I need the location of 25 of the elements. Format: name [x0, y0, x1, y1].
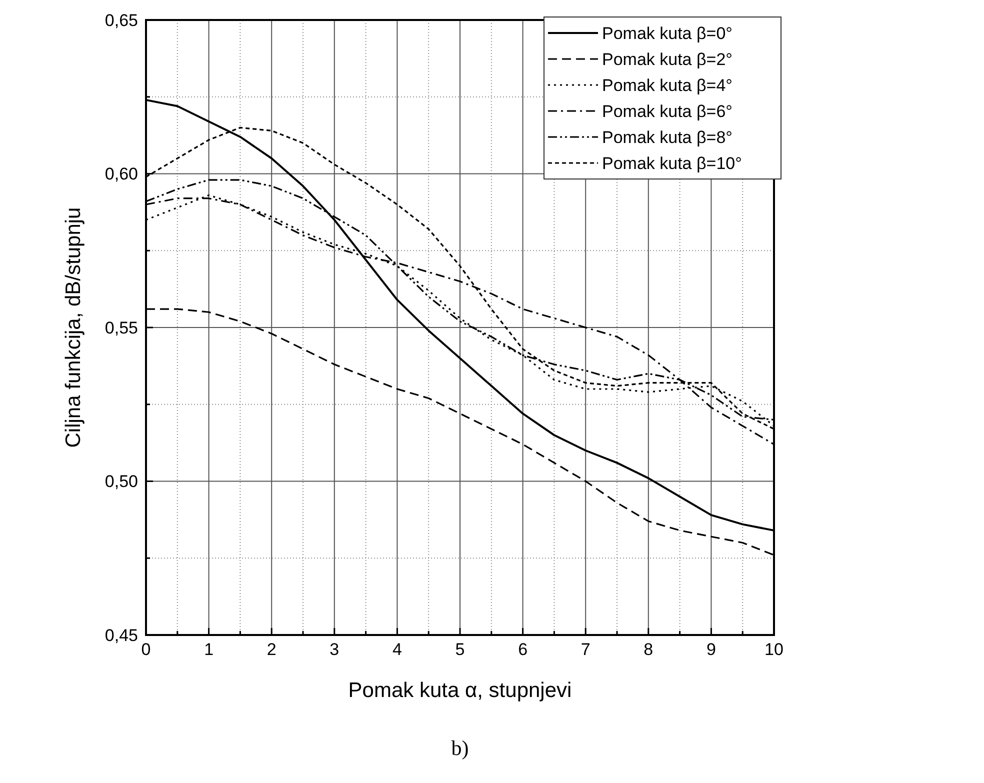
x-tick-label: 3 — [330, 640, 340, 659]
x-tick-label: 9 — [706, 640, 716, 659]
x-tick-label: 0 — [141, 640, 151, 659]
x-tick-label: 2 — [266, 640, 276, 659]
text: b) — [451, 736, 469, 760]
legend-label: Pomak kuta β=10° — [602, 154, 742, 173]
x-tick-label: 7 — [580, 640, 590, 659]
x-tick-label: 6 — [518, 640, 528, 659]
x-tick-label: 8 — [644, 640, 654, 659]
x-tick-label: 5 — [455, 640, 465, 659]
legend-label: Pomak kuta β=8° — [602, 128, 732, 147]
y-axis-title: Ciljna funkcija, dB/stupnju — [62, 207, 85, 448]
x-tick-label: 1 — [204, 640, 214, 659]
legend-label: Pomak kuta β=4° — [602, 76, 732, 95]
legend-label: Pomak kuta β=2° — [602, 50, 732, 69]
x-axis-title: Pomak kuta α, stupnjevi — [348, 679, 572, 702]
x-tick-label: 4 — [392, 640, 402, 659]
legend-label: Pomak kuta β=0° — [602, 24, 732, 43]
y-tick-label: 0,60 — [104, 164, 138, 184]
y-tick-label: 0,45 — [104, 626, 138, 645]
y-tick-label: 0,55 — [104, 318, 138, 338]
y-tick-label: 0,65 — [104, 10, 138, 30]
y-tick-label: 0,50 — [104, 472, 138, 492]
x-tick-label: 10 — [764, 640, 784, 659]
legend-label: Pomak kuta β=6° — [602, 102, 732, 121]
